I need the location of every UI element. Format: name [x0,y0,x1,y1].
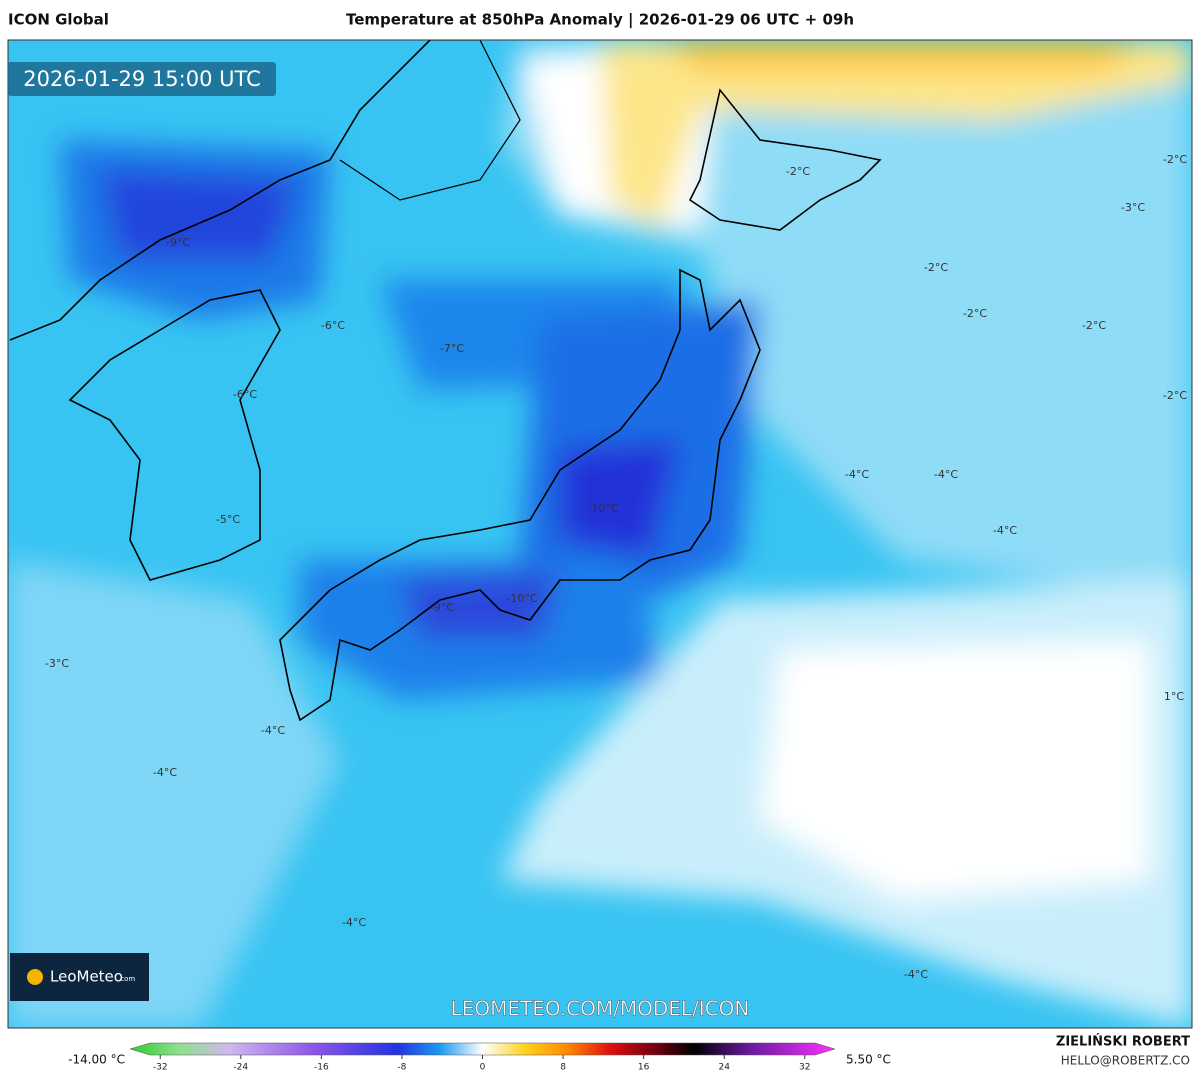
map: -9°C -6°C -7°C -6°C -5°C -10°C -10°C -9°C -3°C -4… [7,39,1193,1029]
contour-label: -2°C [1163,389,1187,402]
coastlines [9,40,882,722]
contour-label: -2°C [786,165,810,178]
contour-label: -10°C [506,592,537,605]
logo-suffix: .com [118,975,135,983]
contour-label: -2°C [1082,319,1106,332]
map-title: Temperature at 850hPa Anomaly | 2026-01-… [346,11,854,30]
contour-label: -4°C [934,468,958,481]
colorbar-tick-label: -32 [153,1063,168,1073]
contour-label: -6°C [321,319,345,332]
contour-label: -4°C [153,766,177,779]
contour-label: -2°C [924,261,948,274]
timestamp: 2026-01-29 15:00 UTC [23,67,261,91]
colorbar-tick-label: -24 [233,1063,248,1073]
contour-label: -4°C [342,916,366,929]
email: HELLO@ROBERTZ.CO [1061,1054,1190,1068]
colorbar-max: 5.50 °C [846,1053,891,1067]
colorbar: -14.00 °C 5.50 °C -32 -24 -16 -8 0 8 16 24 32 [68,1042,891,1073]
contour-label: -9°C [166,236,190,249]
author: ZIELIŃSKI ROBERT [1056,1034,1190,1050]
contour-label: -3°C [1121,201,1145,214]
colorbar-tick-label: -8 [397,1063,406,1073]
contour-label: -3°C [45,657,69,670]
model-name: ICON Global [8,11,109,29]
colorbar-scale [129,1042,836,1056]
contour-label: -9°C [430,601,454,614]
contour-label: -6°C [233,388,257,401]
contour-label: -4°C [845,468,869,481]
watermark: LEOMETEO.COM/MODEL/ICON [451,997,750,1021]
colorbar-tick-label: -16 [314,1063,329,1073]
contour-label: -10°C [587,502,618,515]
logo-sun [27,969,43,985]
contour-label: -4°C [904,968,928,981]
colorbar-tick-label: 32 [799,1063,810,1073]
logo-name: LeoMeteo [50,968,123,986]
colorbar-tick-label: 0 [480,1063,486,1073]
contour-label: -2°C [963,307,987,320]
contour-label: -4°C [261,724,285,737]
map-frame [7,39,1193,1029]
contour-label: -2°C [1163,153,1187,166]
colorbar-tick-label: 16 [638,1063,650,1073]
contour-label: -7°C [440,342,464,355]
contour-label: -5°C [216,513,240,526]
timestamp-box [8,62,276,96]
contour-label: 1°C [1164,690,1184,703]
colorbar-min: -14.00 °C [68,1053,125,1067]
colorbar-tick-label: 8 [560,1063,566,1073]
contour-label: -4°C [993,524,1017,537]
colorbar-tick-label: 24 [718,1063,730,1073]
